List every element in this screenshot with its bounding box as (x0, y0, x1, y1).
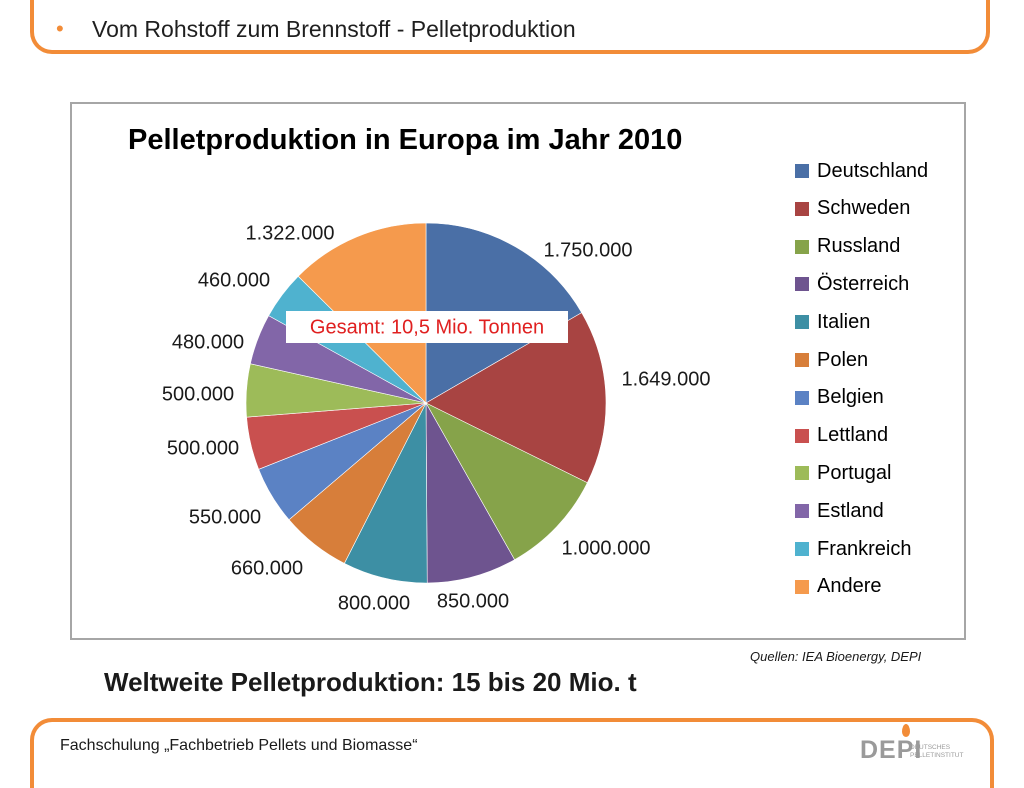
legend-label: Deutschland (817, 159, 929, 182)
pie-slice-schweden (425, 312, 607, 484)
legend-item-deutschland: Deutschland (795, 158, 928, 184)
legend-label: Polen (817, 348, 869, 371)
logo-subtitle-line2: PELLETINSTITUT (910, 752, 964, 759)
legend-label: Russland (817, 235, 901, 258)
legend-swatch (795, 239, 809, 254)
legend-item-lettland: Lettland (795, 423, 888, 449)
legend-swatch (795, 277, 809, 292)
source-note: Quellen: IEA Bioenergy, DEPI (750, 649, 922, 664)
legend-label: Österreich (817, 272, 910, 295)
data-label-österreich: 850.000 (437, 590, 509, 612)
legend-swatch (795, 542, 809, 556)
legend-label: Frankreich (817, 537, 912, 560)
data-label-portugal: 500.000 (162, 383, 234, 405)
legend-swatch (795, 466, 809, 481)
total-annotation-text: Gesamt: 10,5 Mio. Tonnen (310, 316, 544, 338)
heading-bullet: • (56, 16, 64, 41)
total-annotation: Gesamt: 10,5 Mio. Tonnen (286, 311, 568, 343)
data-label-lettland: 500.000 (167, 437, 239, 459)
data-label-belgien: 550.000 (189, 506, 261, 528)
legend-item-polen: Polen (795, 347, 868, 373)
legend-item-russland: Russland (795, 234, 900, 260)
data-label-schweden: 1.649.000 (622, 368, 711, 390)
legend-label: Belgien (817, 386, 884, 409)
legend-label: Portugal (817, 461, 892, 484)
summary-text: Weltweite Pelletproduktion: 15 bis 20 Mi… (104, 667, 637, 697)
legend-item-frankreich: Frankreich (795, 536, 911, 562)
footer-frame (30, 718, 994, 788)
total-annotation-box (286, 311, 568, 343)
legend-swatch (795, 201, 809, 216)
legend-swatch (795, 390, 809, 405)
pie-slice-österreich (425, 401, 515, 584)
legend-item-österreich: Österreich (795, 271, 909, 297)
legend-swatch (795, 579, 809, 594)
pie-chart: 1.750.000 1.649.000 1.000.000 850.000 800.00… (162, 222, 711, 614)
depi-logo: DEPI DEUTSCHES PELLETINSTITUT (860, 724, 964, 766)
data-label-deutschland: 1.750.000 (544, 239, 633, 261)
chart-title: Pelletproduktion in Europa im Jahr 2010 (128, 124, 683, 156)
legend-label: Andere (817, 575, 882, 598)
data-label-italien: 800.000 (338, 592, 410, 614)
legend-label: Schweden (817, 197, 911, 220)
pie-slice-russland (425, 402, 588, 561)
data-label-russland: 1.000.000 (562, 537, 651, 559)
legend-label: Italien (817, 310, 871, 333)
footer-text: Fachschulung „Fachbetrieb Pellets und Bi… (60, 737, 418, 754)
legend-swatch (795, 164, 809, 178)
slide-heading: Vom Rohstoff zum Brennstoff - Pelletprod… (92, 16, 576, 42)
legend-swatch (795, 315, 809, 330)
legend-item-belgien: Belgien (795, 385, 884, 411)
data-label-frankreich: 460.000 (198, 269, 270, 291)
legend-swatch (795, 428, 809, 443)
flame-icon (902, 724, 910, 737)
legend-item-italien: Italien (795, 309, 870, 335)
logo-text: DEPI (860, 736, 923, 764)
data-label-polen: 660.000 (231, 557, 303, 579)
header-frame (30, 0, 990, 54)
data-label-estland: 480.000 (172, 331, 244, 353)
legend-label: Estland (817, 499, 884, 522)
legend-item-schweden: Schweden (795, 196, 910, 222)
legend-item-estland: Estland (795, 498, 884, 524)
legend-label: Lettland (817, 424, 889, 447)
legend-swatch (795, 353, 809, 367)
legend-item-portugal: Portugal (795, 460, 892, 486)
legend-swatch (795, 504, 809, 519)
logo-subtitle-line1: DEUTSCHES (910, 744, 951, 751)
data-label-andere: 1.322.000 (246, 222, 335, 244)
legend-item-andere: Andere (795, 574, 882, 600)
